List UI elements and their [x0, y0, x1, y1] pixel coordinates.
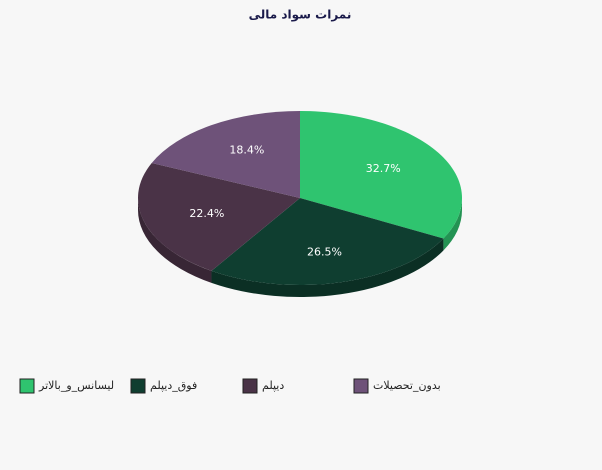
pie-slice-side: [211, 238, 444, 297]
legend-swatch: [242, 378, 258, 394]
pie-slice: [138, 162, 300, 271]
legend-label: فوق_دیپلم: [150, 379, 197, 392]
data-label: 32.7%: [366, 162, 401, 175]
legend-swatch: [19, 378, 35, 394]
pie-slice-side: [138, 198, 212, 283]
legend-swatch: [130, 378, 146, 394]
legend-label: بدون_تحصیلات: [373, 379, 441, 392]
data-label: 18.4%: [229, 144, 264, 157]
data-label: 22.4%: [189, 207, 224, 220]
pie-slice: [151, 111, 300, 198]
legend-swatch: [353, 378, 369, 394]
chart-title: نمرات سواد مالی: [249, 8, 352, 23]
pie-slice: [211, 198, 444, 285]
pie-slice: [300, 111, 462, 239]
legend-label: دیپلم: [262, 379, 284, 392]
pie-slice-side: [443, 198, 462, 251]
legend-label: لیسانس_و_بالاتر: [38, 379, 114, 392]
data-label: 26.5%: [307, 246, 342, 259]
